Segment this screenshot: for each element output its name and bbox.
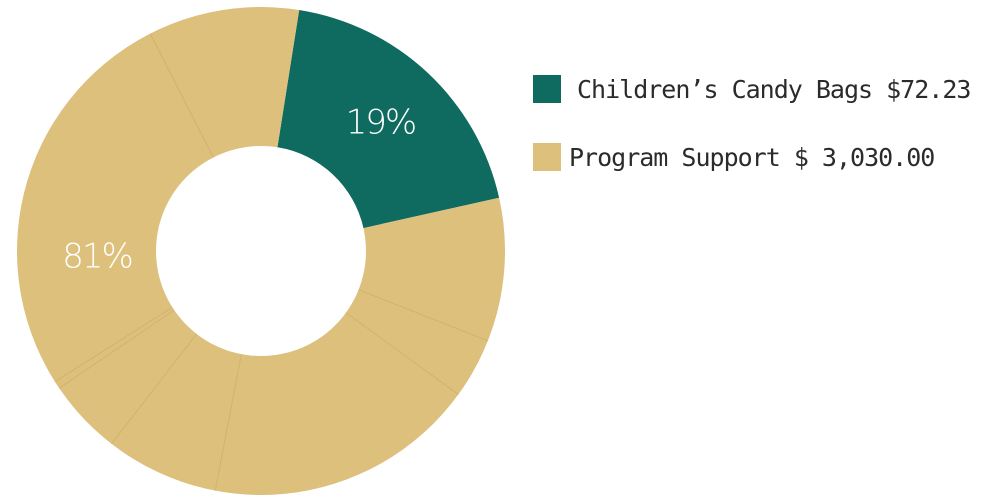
legend-label-candy-bags: Children’s Candy Bags $72.23 bbox=[577, 74, 971, 104]
slice-0 bbox=[277, 10, 500, 229]
slice-1-divider-3 bbox=[111, 333, 197, 445]
slice-1-divider-0 bbox=[358, 289, 489, 342]
slice-1-divider-4 bbox=[58, 309, 175, 389]
legend-swatch-program-support bbox=[533, 143, 561, 171]
slice-1-divider-5 bbox=[54, 306, 173, 383]
slice-label-0: 19% bbox=[346, 102, 416, 142]
slice-1-divider-2 bbox=[214, 354, 242, 491]
slice-1-divider-6 bbox=[149, 33, 214, 158]
legend-item-program-support: Program Support $ 3,030.00 bbox=[533, 138, 970, 176]
slice-1-divider-1 bbox=[345, 312, 459, 395]
slice-1 bbox=[16, 6, 505, 495]
slice-label-1: 81% bbox=[62, 237, 132, 277]
donut-chart-plot: 19% 81% bbox=[16, 6, 505, 495]
chart-legend: Children’s Candy Bags $72.23 Program Sup… bbox=[533, 70, 971, 206]
legend-item-candy-bags: Children’s Candy Bags $72.23 bbox=[533, 70, 971, 108]
legend-swatch-candy-bags bbox=[533, 75, 561, 103]
legend-label-program-support: Program Support $ 3,030.00 bbox=[569, 142, 935, 172]
